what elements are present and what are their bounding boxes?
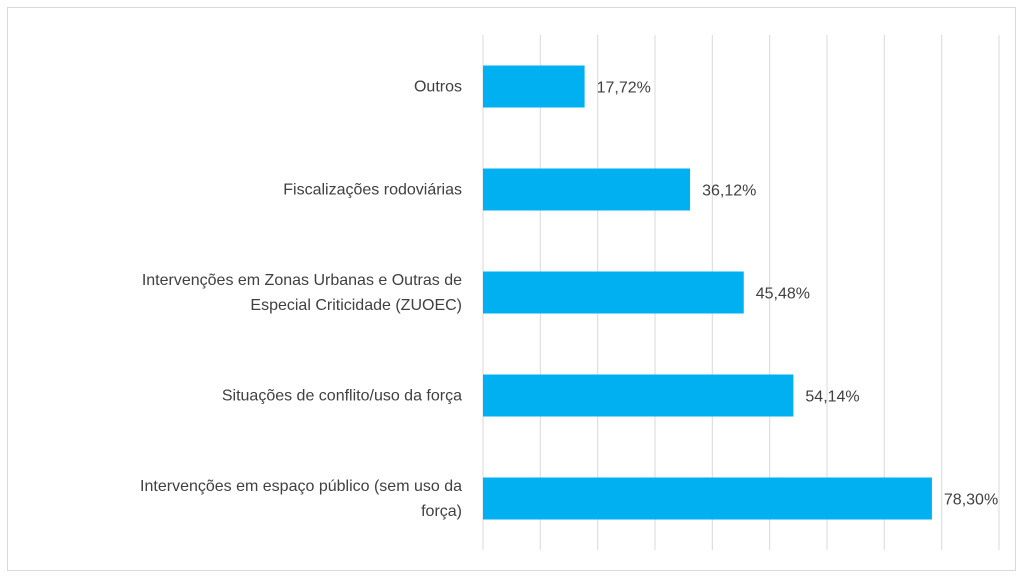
bar [483, 271, 744, 314]
y-tick-label: Situações de conflito/uso da força [221, 387, 462, 404]
data-label: 36,12% [702, 183, 756, 200]
y-tick-label: Intervenções em Zonas Urbanas e Outras d… [141, 271, 462, 314]
y-tick-label: Outros [413, 78, 462, 95]
bar [483, 477, 932, 520]
bar [483, 65, 585, 108]
y-tick-label: Fiscalizações rodoviárias [283, 181, 462, 198]
y-tick-label: Intervenções em espaço público (sem uso … [140, 477, 462, 520]
bar [483, 374, 794, 417]
data-label: 78,30% [944, 492, 998, 509]
bar [483, 168, 691, 211]
data-label: 17,72% [597, 80, 651, 97]
data-label: 45,48% [756, 286, 810, 303]
data-label: 54,14% [805, 389, 859, 406]
